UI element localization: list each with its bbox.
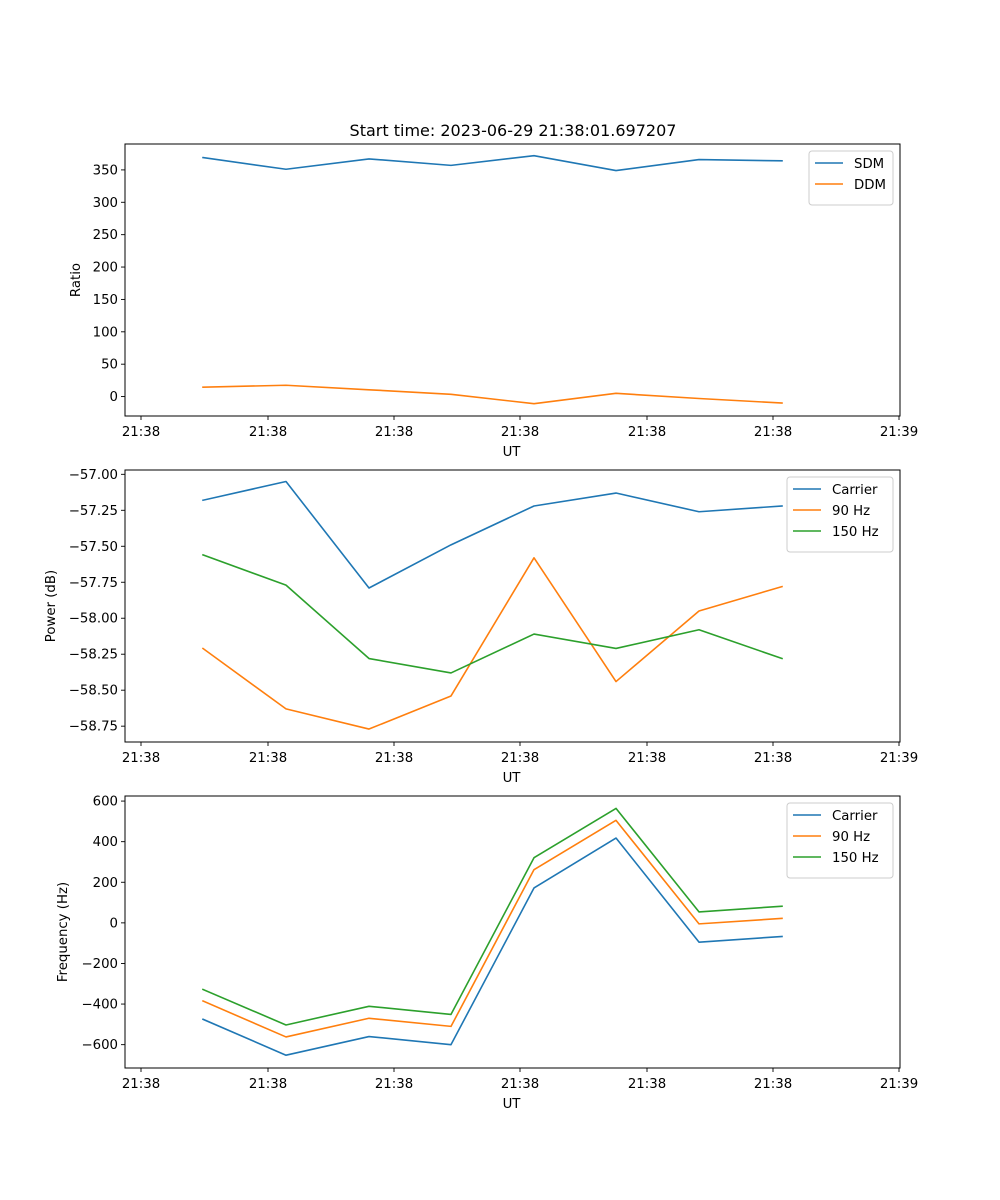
y-tick-label: 600: [93, 795, 118, 810]
figure-title: Start time: 2023-06-29 21:38:01.697207: [350, 121, 677, 140]
series-line-carrier: [201, 837, 783, 1057]
x-tick-label: 21:38: [249, 1077, 287, 1092]
subplot-1: 21:38 21:38 21:38 21:38 21:38 21:38 21:39 0 50 10…: [69, 143, 918, 460]
x-axis-label: UT: [503, 1097, 522, 1112]
x-tick-label: 21:39: [880, 425, 918, 440]
x-tick-label: 21:38: [628, 751, 666, 766]
x-axis-label: UT: [503, 771, 522, 786]
legend-label: DDM: [854, 178, 886, 193]
y-tick-label: 150: [93, 293, 118, 308]
subplot-2: 21:38 21:38 21:38 21:38 21:38 21:38 21:39 −57.0…: [44, 468, 918, 786]
y-tick-label: −58.50: [69, 684, 118, 699]
subplots: 21:38 21:38 21:38 21:38 21:38 21:38 21:39 0 50 10…: [44, 143, 918, 1112]
y-tick-label: −200: [81, 957, 118, 972]
y-tick-label: −600: [81, 1038, 118, 1053]
series-line-90-hz: [201, 819, 783, 1038]
y-tick-label: −58.75: [69, 720, 118, 735]
series-line-sdm: [202, 154, 783, 172]
x-tick-label: 21:38: [628, 425, 666, 440]
y-tick-label: 200: [93, 876, 118, 891]
x-tick-label: 21:38: [501, 425, 539, 440]
legend-label: 90 Hz: [832, 830, 870, 845]
y-tick-label: 100: [93, 325, 118, 340]
y-tick-label: −57.00: [69, 468, 118, 483]
x-tick-label: 21:38: [754, 425, 792, 440]
legend-box: [786, 802, 894, 879]
y-tick-label: 0: [110, 390, 118, 405]
plot-frame: [124, 469, 901, 743]
plot-frame: [124, 795, 901, 1069]
legend-label: Carrier: [832, 483, 878, 498]
y-tick-label: 200: [93, 261, 118, 276]
series-line-carrier: [202, 480, 783, 589]
plot-frame: [124, 143, 901, 417]
legend: Carrier 90 Hz 150 Hz: [786, 802, 894, 879]
y-tick-label: 0: [110, 916, 118, 931]
x-tick-label: 21:39: [880, 751, 918, 766]
x-tick-label: 21:38: [628, 1077, 666, 1092]
x-tick-label: 21:38: [375, 1077, 413, 1092]
legend: SDM DDM: [808, 150, 894, 206]
legend-label: Carrier: [832, 809, 878, 824]
y-tick-label: −57.25: [69, 504, 118, 519]
x-tick-label: 21:38: [375, 425, 413, 440]
x-tick-label: 21:38: [249, 751, 287, 766]
legend-label: 150 Hz: [832, 525, 879, 540]
legend-label: SDM: [854, 157, 884, 172]
y-axis-label: Ratio: [69, 263, 84, 297]
subplot-3: 21:38 21:38 21:38 21:38 21:38 21:38 21:39 −600 −…: [56, 795, 918, 1112]
y-tick-label: −58.25: [69, 648, 118, 663]
y-tick-label: 350: [93, 163, 118, 178]
x-tick-label: 21:38: [501, 1077, 539, 1092]
y-tick-label: −57.50: [69, 540, 118, 555]
legend-box: [808, 150, 894, 206]
legend-label: 90 Hz: [832, 504, 870, 519]
y-axis-label: Frequency (Hz): [56, 882, 71, 982]
x-tick-label: 21:38: [375, 751, 413, 766]
series-line-ddm: [202, 384, 783, 405]
y-tick-label: −58.00: [69, 612, 118, 627]
legend: Carrier 90 Hz 150 Hz: [786, 476, 894, 553]
y-axis-label: Power (dB): [44, 570, 59, 642]
series-line-90-hz: [201, 556, 783, 730]
y-tick-label: 300: [93, 196, 118, 211]
y-tick-label: 400: [93, 835, 118, 850]
x-tick-label: 21:38: [501, 751, 539, 766]
x-tick-label: 21:38: [122, 425, 160, 440]
y-tick-label: 50: [101, 358, 118, 373]
x-tick-label: 21:39: [880, 1077, 918, 1092]
x-tick-label: 21:38: [754, 751, 792, 766]
x-tick-label: 21:38: [122, 751, 160, 766]
x-axis-label: UT: [503, 445, 522, 460]
x-tick-label: 21:38: [122, 1077, 160, 1092]
y-tick-label: −57.75: [69, 576, 118, 591]
legend-label: 150 Hz: [832, 851, 879, 866]
y-tick-label: 250: [93, 228, 118, 243]
legend-box: [786, 476, 894, 553]
x-tick-label: 21:38: [249, 425, 287, 440]
series-line-150-hz: [201, 807, 783, 1026]
x-tick-label: 21:38: [754, 1077, 792, 1092]
y-tick-label: −400: [81, 998, 118, 1013]
series-line-150-hz: [201, 553, 784, 674]
